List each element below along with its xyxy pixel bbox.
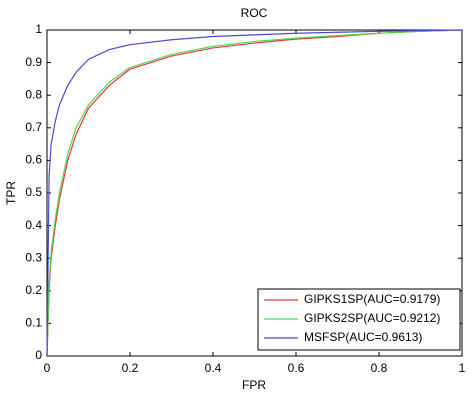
y-tick-label: 0.3 bbox=[25, 250, 42, 264]
y-tick-label: 0.1 bbox=[25, 316, 42, 330]
y-tick-label: 0.2 bbox=[25, 283, 42, 297]
legend-label: GIPKS1SP(AUC=0.9179) bbox=[304, 292, 440, 306]
series-line bbox=[46, 29, 463, 357]
series-line bbox=[46, 29, 463, 357]
x-tick-label: 1 bbox=[459, 361, 466, 375]
x-tick-label: 0 bbox=[44, 361, 51, 375]
y-tick-label: 1 bbox=[35, 22, 42, 36]
y-tick-label: 0.5 bbox=[25, 185, 42, 199]
y-tick-label: 0.6 bbox=[25, 153, 42, 167]
y-tick-label: 0.4 bbox=[25, 218, 42, 232]
legend-label: MSFSP(AUC=0.9613) bbox=[304, 330, 422, 344]
chart-title: ROC bbox=[241, 6, 268, 20]
y-tick-label: 0.9 bbox=[25, 55, 42, 69]
y-axis-label: TPR bbox=[4, 181, 18, 205]
y-tick-label: 0.7 bbox=[25, 120, 42, 134]
series-line bbox=[46, 29, 463, 357]
x-tick-label: 0.8 bbox=[371, 361, 388, 375]
x-axis-label: FPR bbox=[242, 378, 266, 392]
x-tick-label: 0.4 bbox=[205, 361, 222, 375]
y-tick-label: 0.8 bbox=[25, 87, 42, 101]
x-tick-label: 0.2 bbox=[122, 361, 139, 375]
x-tick-label: 0.6 bbox=[288, 361, 305, 375]
legend-label: GIPKS2SP(AUC=0.9212) bbox=[304, 311, 440, 325]
y-tick-label: 0 bbox=[35, 348, 42, 362]
